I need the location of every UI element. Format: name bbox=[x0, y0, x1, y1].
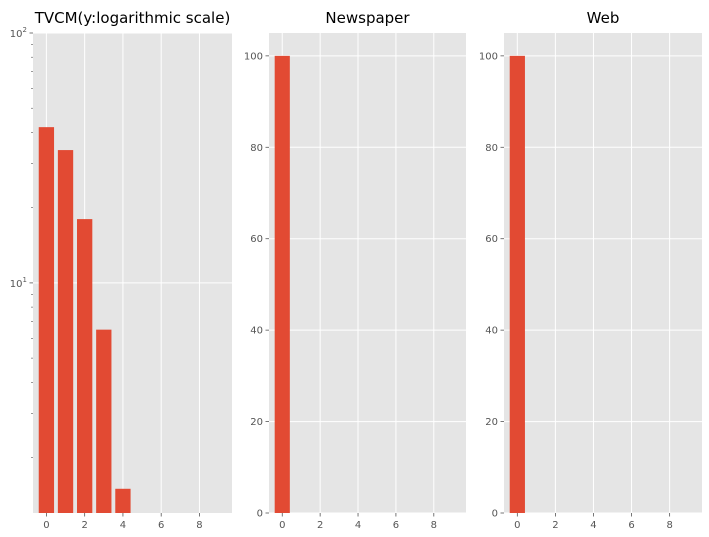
chart-title-tvcm: TVCM(y:logarithmic scale) bbox=[34, 9, 231, 27]
x-tick-label-newspaper-1: 2 bbox=[317, 520, 323, 531]
bars-tvcm bbox=[38, 127, 131, 514]
bar-web-0 bbox=[509, 55, 525, 513]
y-tick-label-web-0: 0 bbox=[492, 509, 498, 520]
bar-tvcm-2 bbox=[77, 219, 93, 513]
y-tick-label-tvcm-0: 101 bbox=[10, 276, 27, 290]
x-tick-label-web-0: 0 bbox=[514, 520, 520, 531]
y-tick-label-web-3: 60 bbox=[485, 234, 498, 245]
y-tick-label-newspaper-3: 60 bbox=[250, 234, 263, 245]
bar-tvcm-3 bbox=[96, 329, 112, 513]
x-tick-label-tvcm-2: 4 bbox=[120, 520, 126, 531]
x-tick-label-tvcm-1: 2 bbox=[81, 520, 87, 531]
y-tick-label-tvcm-1: 102 bbox=[10, 26, 27, 40]
bar-newspaper-0 bbox=[274, 55, 290, 513]
bars-newspaper bbox=[274, 55, 290, 513]
bars-web bbox=[509, 55, 525, 513]
y-tick-label-newspaper-0: 0 bbox=[257, 509, 263, 520]
x-tick-label-web-4: 8 bbox=[666, 520, 672, 531]
y-tick-label-newspaper-5: 100 bbox=[244, 51, 263, 62]
x-tick-label-newspaper-2: 4 bbox=[355, 520, 361, 531]
y-tick-label-web-4: 80 bbox=[485, 143, 498, 154]
y-tick-label-newspaper-2: 40 bbox=[250, 326, 263, 337]
bar-tvcm-1 bbox=[57, 150, 74, 514]
y-tick-label-web-1: 20 bbox=[485, 417, 498, 428]
y-tick-label-newspaper-1: 20 bbox=[250, 417, 263, 428]
ticks-tvcm: 0 2 4 6 8 101 102 bbox=[10, 26, 203, 531]
x-tick-label-newspaper-3: 6 bbox=[393, 520, 399, 531]
plot-area-web bbox=[504, 33, 702, 513]
x-tick-label-web-3: 6 bbox=[628, 520, 634, 531]
x-tick-label-tvcm-4: 8 bbox=[196, 520, 202, 531]
x-tick-label-tvcm-0: 0 bbox=[43, 520, 49, 531]
chart-title-newspaper: Newspaper bbox=[325, 9, 410, 27]
panel-tvcm: 0 2 4 6 8 101 102 TVCM(y:logarithmic scale) bbox=[10, 9, 232, 531]
y-tick-label-newspaper-4: 80 bbox=[250, 143, 263, 154]
x-tick-label-web-1: 2 bbox=[552, 520, 558, 531]
x-tick-label-newspaper-4: 8 bbox=[431, 520, 437, 531]
y-tick-label-web-2: 40 bbox=[485, 326, 498, 337]
plot-area-newspaper bbox=[269, 33, 466, 513]
bar-tvcm-0 bbox=[38, 127, 55, 514]
bar-tvcm-4 bbox=[115, 488, 131, 513]
y-tick-label-web-5: 100 bbox=[479, 51, 498, 62]
x-tick-label-web-2: 4 bbox=[590, 520, 596, 531]
x-tick-label-newspaper-0: 0 bbox=[279, 520, 285, 531]
chart-title-web: Web bbox=[587, 9, 620, 27]
x-tick-label-tvcm-3: 6 bbox=[158, 520, 164, 531]
